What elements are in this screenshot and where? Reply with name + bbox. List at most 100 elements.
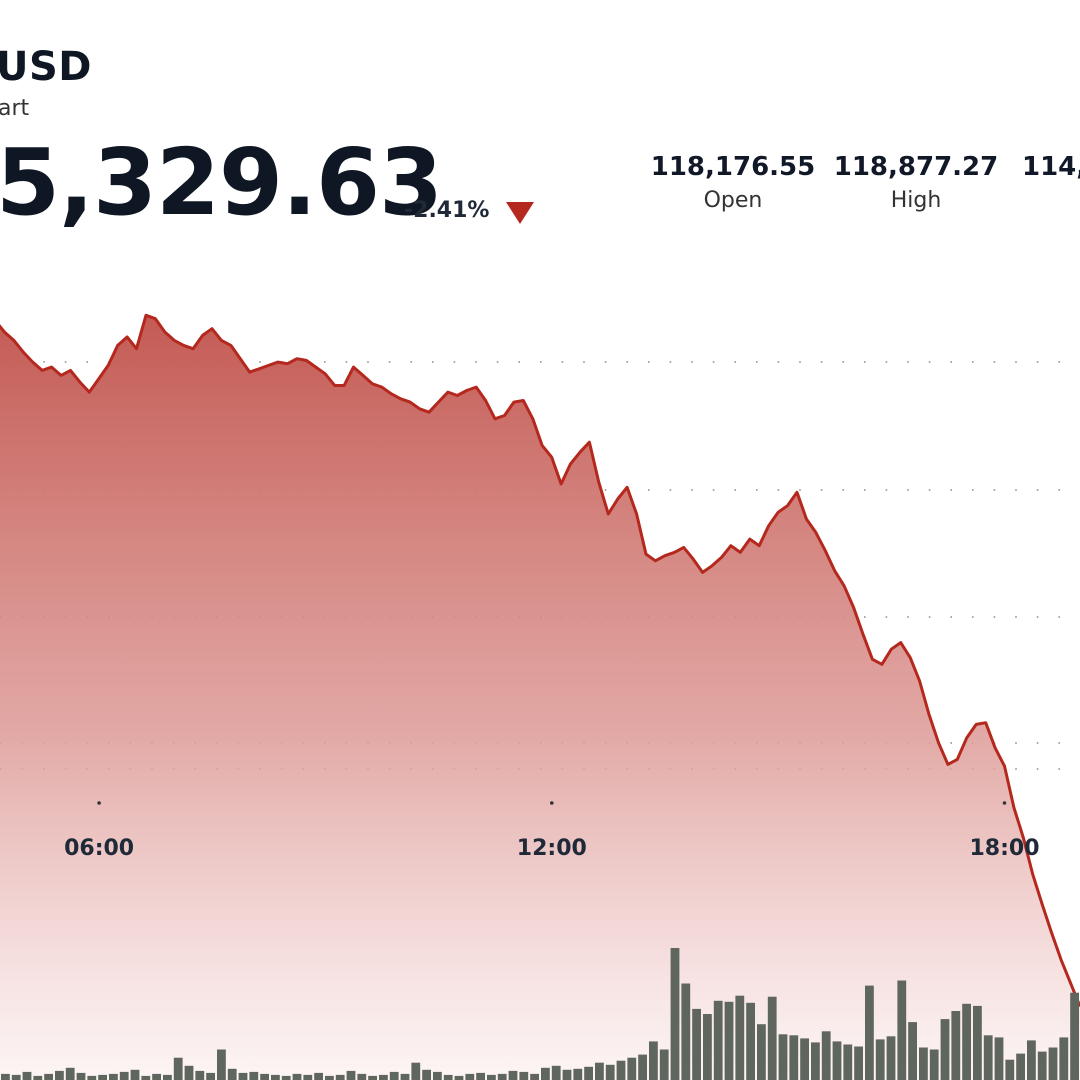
volume-bar (649, 1041, 658, 1080)
volume-bar (994, 1037, 1004, 1080)
volume-bar (713, 1000, 723, 1080)
price-area (0, 313, 1080, 1080)
volume-bar (141, 1075, 151, 1080)
volume-bar (249, 1071, 259, 1080)
volume-bar (1027, 1040, 1036, 1080)
x-tick-label: 06:00 (64, 836, 134, 861)
volume-bar (44, 1073, 53, 1080)
stat-open-label: Open (703, 188, 763, 213)
volume-bar (854, 1046, 863, 1080)
volume-bar (11, 1074, 21, 1080)
volume-bar (951, 1011, 961, 1080)
volume-bar (962, 1003, 971, 1080)
volume-bar (821, 1031, 831, 1080)
volume-bar (1059, 1037, 1069, 1080)
volume-bar (206, 1072, 215, 1080)
volume-bar (983, 1035, 993, 1080)
volume-bar (692, 1008, 701, 1080)
volume-bar (757, 1024, 766, 1080)
volume-bar (703, 1014, 712, 1080)
volume-bar (800, 1038, 809, 1080)
volume-bar (767, 996, 777, 1080)
x-tick-label: 12:00 (517, 836, 587, 861)
last-price: 5,329.63 (0, 129, 443, 236)
volume-bar (379, 1074, 388, 1080)
symbol-title: USD (0, 44, 92, 90)
volume-bar (659, 1049, 669, 1080)
volume-bar (929, 1049, 939, 1080)
volume-bar (778, 1034, 788, 1080)
volume-bar (865, 985, 874, 1080)
volume-bar (746, 1002, 755, 1080)
volume-bar (433, 1071, 442, 1080)
volume-bar (163, 1074, 172, 1080)
volume-bar (973, 1005, 982, 1080)
volume-bar (724, 1001, 734, 1080)
stat-low: 114, (1022, 152, 1080, 188)
volume-bar (638, 1054, 647, 1080)
volume-bar (519, 1071, 529, 1080)
volume-bar (551, 1065, 561, 1080)
volume-bar (735, 995, 745, 1080)
volume-bar (76, 1072, 86, 1080)
x-tick-mark (1002, 801, 1007, 805)
volume-bar (605, 1064, 615, 1080)
stat-open: 118,176.55 Open (643, 152, 823, 213)
volume-bar (476, 1072, 485, 1080)
volume-bar (530, 1073, 539, 1080)
stat-open-value: 118,176.55 (650, 152, 816, 182)
volume-bar (238, 1072, 248, 1080)
volume-bar (627, 1057, 637, 1080)
volume-bar (281, 1075, 291, 1080)
volume-bar (584, 1066, 593, 1080)
volume-bar (303, 1074, 313, 1080)
volume-bar (670, 948, 680, 1080)
chart-subtitle: art (0, 96, 30, 121)
volume-bar (875, 1039, 885, 1080)
stat-high: 118,877.27 High (826, 152, 1006, 213)
volume-bar (227, 1068, 237, 1080)
volume-bar (908, 1022, 917, 1080)
volume-bar (152, 1073, 161, 1080)
volume-bar (1, 1073, 10, 1080)
x-tick-label: 18:00 (969, 836, 1039, 861)
volume-bar (843, 1044, 853, 1080)
volume-bar (195, 1070, 205, 1080)
volume-bar (886, 1036, 896, 1080)
volume-bar (465, 1073, 475, 1080)
volume-bar (595, 1062, 604, 1080)
volume-bar (811, 1042, 820, 1080)
volume-bar (109, 1073, 118, 1080)
volume-bar (541, 1067, 550, 1080)
volume-bar (314, 1072, 323, 1080)
volume-bar (87, 1075, 97, 1080)
volume-bar (130, 1069, 140, 1080)
stat-low-value: 114, (1022, 152, 1080, 182)
volume-bar (487, 1074, 496, 1080)
price-change-percent: -2.41% (404, 198, 490, 223)
volume-bar (508, 1070, 518, 1080)
volume-bar (616, 1060, 626, 1080)
volume-bar (919, 1047, 928, 1080)
volume-bar (22, 1071, 32, 1080)
volume-bar (184, 1065, 194, 1080)
volume-bar (454, 1075, 464, 1080)
volume-bar (1037, 1051, 1047, 1080)
volume-bar (562, 1069, 572, 1080)
volume-bar (98, 1074, 107, 1080)
stat-high-value: 118,877.27 (833, 152, 999, 182)
volume-bar (292, 1073, 302, 1080)
volume-bar (897, 980, 907, 1080)
volume-bar (1048, 1047, 1058, 1080)
volume-bar (1005, 1059, 1015, 1080)
volume-bar (271, 1074, 280, 1080)
stat-high-label: High (890, 188, 942, 213)
volume-bar (681, 983, 691, 1080)
volume-bar (33, 1075, 43, 1080)
volume-bars (1, 948, 1079, 1080)
volume-bar (55, 1070, 64, 1080)
volume-bar (940, 1019, 950, 1080)
volume-bar (497, 1073, 507, 1080)
volume-bar (573, 1068, 583, 1080)
